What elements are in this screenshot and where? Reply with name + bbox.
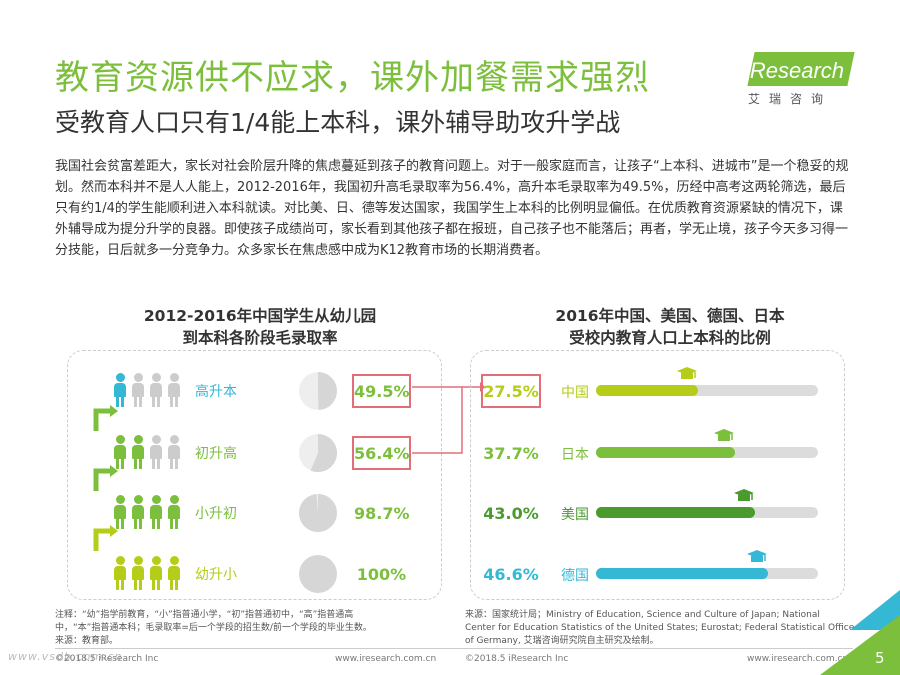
graduation-cap-icon: [676, 365, 698, 385]
rate-value: 56.4%: [352, 436, 411, 470]
note-right-2: Center for Education Statistics of the U…: [465, 623, 855, 633]
people-icons: [113, 435, 181, 469]
person-icon: [113, 373, 127, 407]
note-right-3: of Germany, 艾瑞咨询研究院自主研究及绘制。: [465, 636, 659, 646]
person-icon: [131, 373, 145, 407]
bar-fill: [596, 447, 735, 458]
country-row: 46.6% 德国: [471, 550, 844, 594]
person-icon: [149, 556, 163, 590]
footer-url-right[interactable]: www.iresearch.com.cn: [747, 654, 849, 664]
country-row: 27.5% 中国: [471, 367, 844, 411]
country-row: 37.7% 日本: [471, 429, 844, 473]
person-icon: [167, 435, 181, 469]
bar-fill: [596, 507, 755, 518]
bar-track: [596, 367, 818, 396]
bar-fill: [596, 385, 698, 396]
bar-track: [596, 429, 818, 458]
person-icon: [131, 435, 145, 469]
right-chart-title-line1: 2016年中国、美国、德国、日本: [555, 307, 785, 325]
enrollment-rate-panel: 高升本 49.5% 初升高 56.4% 小升初 98.7% 幼升小 100%: [67, 350, 442, 600]
stage-arrows: [93, 405, 118, 551]
stage-row: 小升初 98.7%: [68, 493, 441, 533]
pie-background: [299, 555, 337, 593]
body-paragraph: 我国社会贫富差距大，家长对社会阶层升降的焦虑蔓延到孩子的教育问题上。对于一般家庭…: [55, 159, 849, 258]
bar-track: [596, 489, 818, 518]
footer-copyright-left: ©2018.5 iResearch Inc: [55, 654, 159, 664]
note-right-1: 来源：国家统计局；Ministry of Education, Science …: [465, 610, 820, 620]
stage-row: 初升高 56.4%: [68, 433, 441, 473]
country-row: 43.0% 美国: [471, 489, 844, 533]
stage-label: 初升高: [195, 446, 237, 462]
pie-slice: [298, 494, 337, 532]
bar-track: [596, 550, 818, 579]
graduation-cap-icon: [713, 427, 735, 447]
country-comparison-panel: 27.5% 中国 37.7% 日本 43.0% 美国 46.6% 德国: [470, 350, 845, 600]
stage-row: 高升本 49.5%: [68, 371, 441, 411]
person-icon: [167, 556, 181, 590]
people-icons: [113, 495, 181, 529]
stage-label: 小升初: [195, 506, 237, 522]
person-icon: [167, 373, 181, 407]
country-name: 德国: [561, 568, 589, 584]
country-name: 日本: [561, 447, 589, 463]
person-icon: [149, 495, 163, 529]
people-icons: [113, 556, 181, 590]
person-icon: [131, 495, 145, 529]
arrow-stage-1: [93, 408, 110, 431]
right-chart-title-line2: 受校内教育人口上本科的比例: [569, 329, 771, 347]
logo-cn: 艾瑞咨询: [748, 92, 833, 106]
stage-row: 幼升小 100%: [68, 554, 441, 594]
pie-slice: [310, 434, 338, 472]
rate-pie: [299, 555, 337, 593]
graduation-cap-icon: [746, 548, 768, 568]
logo-word: Research: [749, 58, 845, 83]
rate-pie: [298, 494, 337, 532]
right-note: 来源：国家统计局；Ministry of Education, Science …: [465, 609, 860, 648]
arrow-stage-3: [93, 528, 110, 551]
stage-label: 幼升小: [195, 567, 237, 583]
country-percentage: 37.7%: [483, 444, 539, 463]
person-icon: [167, 495, 181, 529]
rate-pie: [299, 434, 338, 472]
person-icon: [131, 556, 145, 590]
logo-i: i: [745, 58, 750, 83]
pie-slice: [318, 372, 337, 410]
footer-url-left[interactable]: www.iresearch.com.cn: [335, 654, 437, 664]
rate-value: 49.5%: [352, 374, 411, 408]
arrow-stage-2: [93, 468, 110, 491]
footer-divider: [55, 648, 853, 649]
country-percentage: 43.0%: [483, 504, 539, 523]
country-name: 中国: [561, 385, 589, 401]
rate-value: 100%: [356, 565, 407, 584]
note-left-2: 中，“本”指普通本科；毛录取率=后一个学段的招生数/前一个学段的毕业生数。: [55, 623, 372, 633]
page-subtitle: 受教育人口只有1/4能上本科，课外辅导助攻升学战: [55, 108, 621, 137]
left-chart-title: 2012-2016年中国学生从幼儿园 到本科各阶段毛录取率: [105, 305, 415, 349]
left-chart-title-line1: 2012-2016年中国学生从幼儿园: [143, 307, 377, 325]
iresearch-logo: iResearch 艾瑞咨询: [745, 48, 855, 118]
note-left-1: 注释：“幼”指学前教育，“小”指普通小学，“初”指普通初中，“高”指普通高: [55, 610, 354, 620]
rate-value: 98.7%: [354, 504, 410, 523]
left-note: 注释：“幼”指学前教育，“小”指普通小学，“初”指普通初中，“高”指普通高 中，…: [55, 609, 415, 648]
country-percentage: 46.6%: [483, 565, 539, 584]
page-number: 5: [875, 649, 885, 667]
person-icon: [149, 373, 163, 407]
note-left-3: 来源：教育部。: [55, 636, 119, 646]
watermark: www.vsdb.com.cn: [8, 650, 123, 663]
bar-fill: [596, 568, 768, 579]
page-title: 教育资源供不应求，课外加餐需求强烈: [55, 58, 650, 98]
stage-label: 高升本: [195, 384, 237, 400]
country-name: 美国: [561, 507, 589, 523]
right-chart-title: 2016年中国、美国、德国、日本 受校内教育人口上本科的比例: [520, 305, 820, 349]
person-icon: [113, 435, 127, 469]
left-chart-title-line2: 到本科各阶段毛录取率: [182, 329, 338, 347]
people-icons: [113, 373, 181, 407]
country-percentage: 27.5%: [481, 374, 541, 408]
person-icon: [113, 495, 127, 529]
graduation-cap-icon: [733, 487, 755, 507]
person-icon: [113, 556, 127, 590]
footer-copyright-right: ©2018.5 iResearch Inc: [465, 654, 569, 664]
person-icon: [149, 435, 163, 469]
corner-decoration-green: [820, 615, 900, 675]
rate-pie: [299, 372, 337, 410]
